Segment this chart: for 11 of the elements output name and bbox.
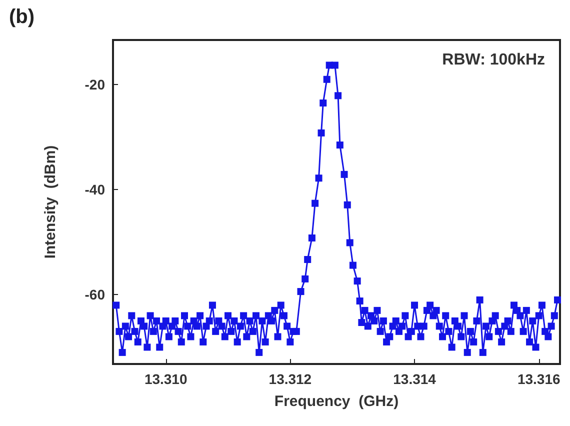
x-tick-label: 13.310 (144, 371, 188, 387)
x-axis-title: Frequency (GHz) (274, 393, 399, 410)
x-tick-label: 13.316 (517, 371, 560, 387)
x-tick-label: 13.312 (268, 371, 312, 387)
annotation: RBW: 100kHz (442, 52, 545, 68)
x-tick-label: 13.314 (393, 371, 436, 387)
y-tick-label: -20 (84, 76, 106, 93)
chart-title: (b) (9, 6, 35, 28)
y-tick-label: -60 (84, 286, 106, 303)
y-tick-label: -40 (84, 182, 106, 198)
y-axis-title: Intensity (dBm) (42, 145, 59, 259)
